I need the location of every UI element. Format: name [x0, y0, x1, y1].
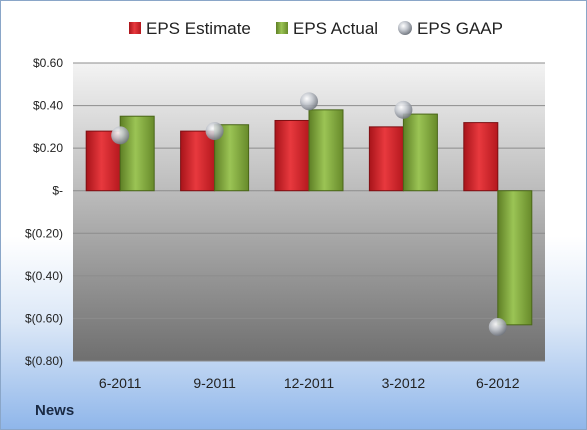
actual-bar — [308, 109, 344, 192]
legend-swatch-gaap — [398, 21, 412, 35]
x-tick-label: 12-2011 — [284, 375, 335, 391]
estimate-bar — [180, 130, 216, 192]
x-tick-label: 6-2011 — [99, 375, 142, 391]
legend-swatch-estimate — [129, 22, 141, 34]
estimate-bar — [463, 122, 499, 192]
actual-bar — [497, 190, 533, 326]
y-tick-label: $0.60 — [33, 56, 63, 70]
x-tick-label: 3-2012 — [382, 375, 426, 391]
actual-bar — [402, 113, 438, 192]
estimate-bar — [368, 126, 404, 192]
gaap-markers — [111, 92, 507, 336]
y-tick-label: $0.40 — [33, 99, 63, 113]
y-tick-label: $(0.60) — [25, 311, 63, 325]
y-tick-label: $(0.40) — [25, 269, 63, 283]
y-tick-label: $(0.20) — [25, 226, 63, 240]
news-label[interactable]: News — [35, 402, 75, 419]
estimate-bar — [274, 119, 310, 192]
gaap-marker — [488, 317, 507, 336]
legend-label-gaap: EPS GAAP — [417, 19, 503, 38]
gaap-marker — [111, 126, 130, 145]
x-tick-label: 9-2011 — [193, 375, 236, 391]
legend-swatch-actual — [276, 22, 288, 34]
gaap-marker — [394, 100, 413, 119]
legend: EPS Estimate EPS Actual EPS GAAP — [129, 19, 503, 38]
y-tick-label: $(0.80) — [25, 354, 63, 368]
legend-label-actual: EPS Actual — [293, 19, 378, 38]
actual-bar — [119, 115, 155, 192]
x-axis-ticks: 6-2011 9-2011 12-2011 3-2012 6-2012 — [99, 375, 520, 391]
gaap-marker — [300, 92, 318, 111]
y-tick-label: $- — [52, 184, 63, 198]
gaap-marker — [205, 122, 224, 141]
y-axis-ticks: $0.60 $0.40 $0.20 $- $(0.20) $(0.40) $(0.60) $(… — [25, 56, 63, 368]
x-tick-label: 6-2012 — [476, 375, 520, 391]
y-tick-label: $0.20 — [33, 141, 63, 155]
bars — [85, 109, 533, 326]
legend-label-estimate: EPS Estimate — [146, 19, 251, 38]
